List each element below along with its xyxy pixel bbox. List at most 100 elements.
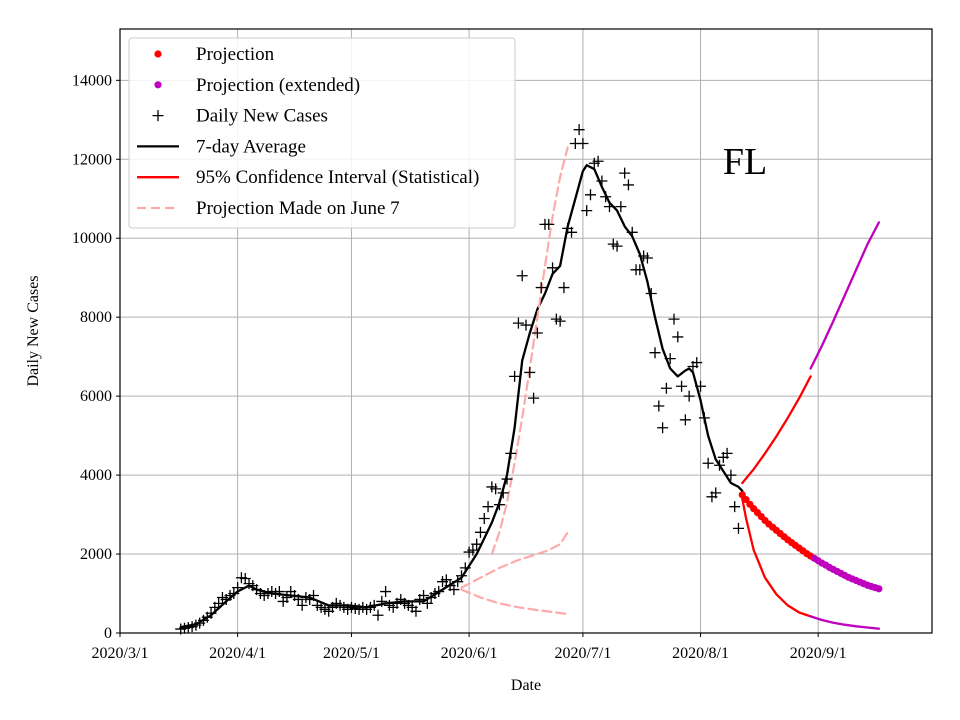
series-line [809,221,881,370]
y-tick-label: 0 [104,625,112,642]
data-point [368,599,380,611]
series-95-ci-lower [741,497,812,618]
series-95-ci-upper-extended [809,221,881,370]
data-point [448,584,460,596]
legend-entry-daily: Daily New Cases [152,106,328,127]
data-point [875,585,883,593]
data-point [732,522,744,534]
data-point [535,282,547,294]
x-tick-label: 2020/6/1 [441,645,498,662]
data-point [622,179,634,191]
data-point [729,501,741,513]
series-line [460,531,569,589]
series-line [809,615,881,630]
data-point [660,382,672,394]
data-point [679,414,691,426]
legend: Projection Projection (extended) Daily New… [128,37,516,229]
data-point [418,589,430,601]
series-projection-extended [810,554,883,593]
y-tick-label: 2000 [80,546,112,563]
data-point [467,544,479,556]
series-line [741,375,812,485]
legend-label: 7-day Average [196,136,306,157]
series-projection [738,491,815,560]
data-point [410,605,422,617]
y-tick-label: 10000 [72,230,112,247]
x-tick-label: 2020/5/1 [323,645,380,662]
x-tick-label: 2020/7/1 [554,645,611,662]
data-point [440,574,452,586]
data-point [619,167,631,179]
y-tick-label: 8000 [80,309,112,326]
legend-label: Projection (extended) [196,75,360,96]
data-point [676,380,688,392]
data-point [478,513,490,525]
data-point [228,588,240,600]
data-point [547,262,559,274]
y-tick-label: 12000 [72,151,112,168]
data-point [698,412,710,424]
data-point [497,487,509,499]
data-point [634,264,646,276]
data-point [611,240,623,252]
legend-label: Projection Made on June 7 [196,198,400,219]
data-point [581,205,593,217]
data-point [524,366,536,378]
data-point [520,319,532,331]
data-point [653,400,665,412]
x-tick-label: 2020/9/1 [790,645,847,662]
data-point [512,317,524,329]
data-point [592,155,604,167]
y-tick-label: 4000 [80,467,112,484]
data-point [566,226,578,238]
data-point [626,226,638,238]
data-point [573,124,585,136]
series-projection-made-on-june-7-upper [460,531,569,589]
data-point [501,473,513,485]
data-point [668,313,680,325]
data-point [308,589,320,601]
x-tick-label: 2020/3/1 [92,645,149,662]
series-line [741,497,812,618]
data-point [577,137,589,149]
data-point [372,609,384,621]
data-point [683,390,695,402]
data-point [691,357,703,369]
data-point [459,562,471,574]
data-point [543,218,555,230]
data-point [232,582,244,594]
data-point [474,526,486,538]
legend-swatch [154,50,162,58]
x-tick-label: 2020/4/1 [209,645,266,662]
y-tick-label: 6000 [80,388,112,405]
data-point [292,593,304,605]
data-point [600,191,612,203]
data-point [455,570,467,582]
axis-ticks: 2020/3/1 2020/4/1 2020/5/1 2020/6/1 2020/7/1… [72,72,847,662]
series-95-ci-upper [741,375,812,485]
series-projection-made-on-june-7-lower [460,588,569,616]
legend-box [128,37,516,229]
data-point [376,595,388,607]
data-point [471,538,483,550]
legend-entry-projection_ext: Projection (extended) [154,75,360,96]
data-point [710,487,722,499]
legend-label: 95% Confidence Interval (Statistical) [196,167,479,188]
data-point [657,422,669,434]
legend-swatch [154,81,162,89]
data-point [281,591,293,603]
data-point [702,457,714,469]
data-point [380,586,392,598]
legend-label: Projection [196,44,275,65]
x-axis-label: Date [511,677,541,694]
data-point [213,597,225,609]
data-point [296,599,308,611]
data-point [641,252,653,264]
data-point [596,175,608,187]
data-point [273,586,285,598]
data-point [672,331,684,343]
state-label: FL [723,141,767,183]
legend-swatch [152,110,164,122]
legend-entry-avg7: 7-day Average [137,136,306,157]
legend-entry-projection: Projection [154,44,275,65]
